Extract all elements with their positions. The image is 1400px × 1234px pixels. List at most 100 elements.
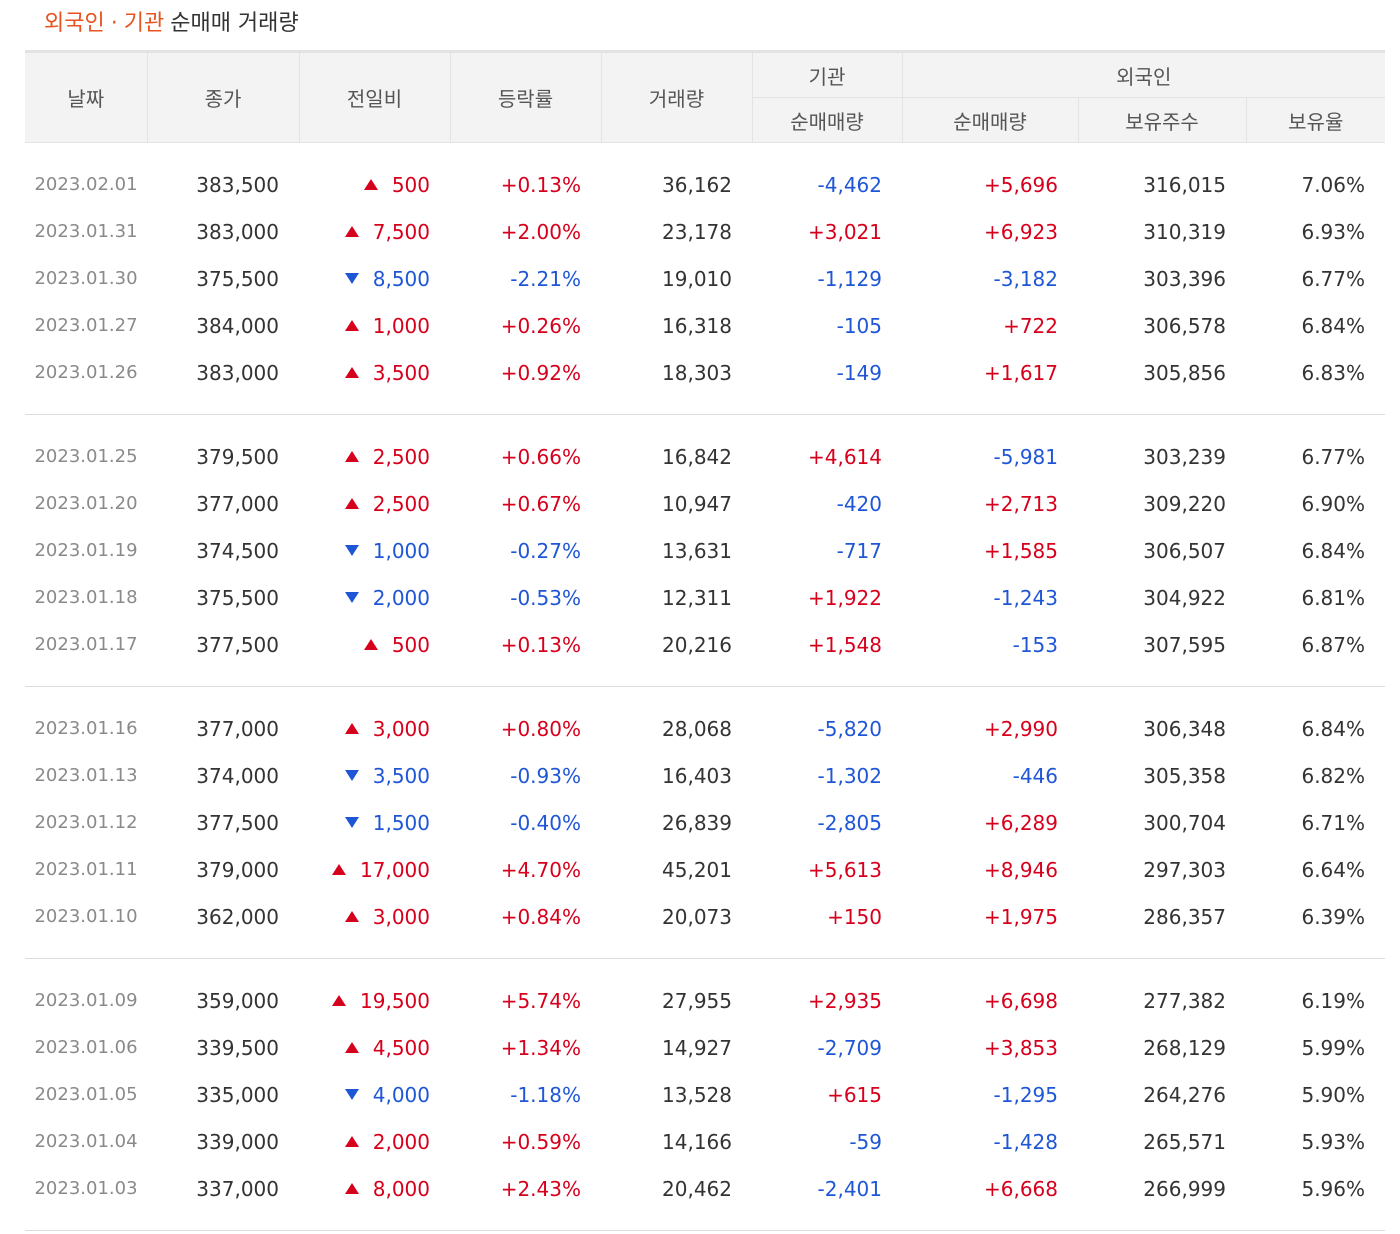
cell-holdings: 300,704	[1143, 810, 1226, 835]
cell-rate: +0.92%	[450, 349, 601, 415]
cell-change: 2,500	[299, 480, 450, 527]
cell-holdings: 309,220	[1143, 491, 1226, 516]
cell-volume: 13,631	[662, 538, 732, 563]
cell-date: 2023.01.03	[25, 1165, 147, 1231]
cell-date: 2023.01.13	[34, 765, 138, 786]
cell-volume: 20,073	[601, 893, 752, 959]
cell-rate: +0.84%	[450, 893, 601, 959]
cell-holding-rate: 6.84%	[1301, 716, 1366, 741]
table-row: 2023.01.27 384,000 1,000 +0.26% 16,318 -105 +7…	[25, 302, 1385, 349]
triangle-down-icon	[344, 544, 359, 556]
change-value: 8,500	[372, 266, 430, 291]
cell-inst-net: -717	[836, 538, 882, 563]
table-body: 2023.02.01 383,500 500 +0.13% 36,162 -4,462 +5…	[25, 143, 1386, 1231]
cell-holding-rate: 5.93%	[1301, 1129, 1366, 1154]
cell-rate: -0.40%	[510, 810, 581, 835]
cell-foreign-net: +5,696	[983, 172, 1058, 197]
cell-holding-rate: 6.77%	[1301, 444, 1366, 469]
cell-date: 2023.01.11	[34, 859, 138, 880]
cell-rate: +0.26%	[500, 313, 581, 338]
cell-volume: 16,318	[662, 313, 732, 338]
cell-change: 2,500	[299, 415, 450, 481]
cell-holdings: 268,129	[1143, 1035, 1226, 1060]
cell-rate: -0.93%	[510, 763, 581, 788]
cell-holding-rate: 6.87%	[1246, 621, 1386, 687]
cell-foreign-net: +6,289	[983, 810, 1058, 835]
cell-holding-rate: 5.96%	[1246, 1165, 1386, 1231]
cell-holding-rate: 6.19%	[1301, 988, 1366, 1013]
triangle-up-icon	[344, 1182, 359, 1194]
cell-holdings: 286,357	[1078, 893, 1246, 959]
cell-date: 2023.01.12	[34, 812, 138, 833]
cell-inst-net: -420	[836, 491, 882, 516]
cell-holdings: 303,396	[1143, 266, 1226, 291]
cell-change: 1,500	[299, 799, 450, 846]
cell-holding-rate: 6.64%	[1301, 857, 1366, 882]
cell-change: 3,500	[299, 349, 450, 415]
cell-rate: +0.80%	[500, 716, 581, 741]
cell-close: 359,000	[196, 988, 279, 1013]
cell-rate: +1.34%	[500, 1035, 581, 1060]
header-date: 날짜	[25, 50, 148, 143]
table-row: 2023.01.31 383,000 7,500 +2.00% 23,178 +3,021…	[25, 208, 1385, 255]
cell-holding-rate: 6.83%	[1246, 349, 1386, 415]
cell-holdings: 264,276	[1143, 1082, 1226, 1107]
change-value: 500	[391, 172, 430, 197]
cell-rate: +2.00%	[500, 219, 581, 244]
triangle-up-icon	[363, 638, 378, 650]
cell-inst-net: -1,302	[817, 763, 882, 788]
triangle-up-icon	[332, 994, 347, 1006]
change-value: 500	[391, 632, 430, 657]
cell-volume: 45,201	[662, 857, 732, 882]
change-value: 1,500	[372, 810, 430, 835]
header-institution: 기관	[752, 50, 903, 98]
cell-date: 2023.01.31	[34, 221, 138, 242]
cell-rate: +0.67%	[500, 491, 581, 516]
change-value: 3,500	[372, 763, 430, 788]
cell-foreign-net: -153	[902, 621, 1078, 687]
cell-holdings: 297,303	[1143, 857, 1226, 882]
triangle-up-icon	[344, 1041, 359, 1053]
cell-date: 2023.01.19	[34, 540, 138, 561]
cell-change: 8,500	[299, 255, 450, 302]
change-value: 4,000	[372, 1082, 430, 1107]
cell-change: 19,500	[299, 959, 450, 1025]
cell-inst-net: +1,548	[752, 621, 902, 687]
cell-foreign-net: -1,428	[993, 1129, 1058, 1154]
table-row: 2023.01.13 374,000 3,500 -0.93% 16,403 -1,302…	[25, 752, 1385, 799]
table-row: 2023.01.17 377,500 500 +0.13% 20,216 +1,548 -1…	[25, 621, 1386, 687]
cell-rate: +2.43%	[450, 1165, 601, 1231]
cell-close: 379,000	[196, 857, 279, 882]
table-row: 2023.01.16 377,000 3,000 +0.80% 28,068 -5,820…	[25, 687, 1385, 753]
cell-close: 362,000	[147, 893, 299, 959]
cell-volume: 27,955	[662, 988, 732, 1013]
cell-change: 2,000	[299, 1118, 450, 1165]
cell-inst-net: -2,805	[817, 810, 882, 835]
cell-inst-net: +2,935	[807, 988, 882, 1013]
cell-rate: -1.18%	[510, 1082, 581, 1107]
cell-volume: 16,403	[662, 763, 732, 788]
cell-foreign-net: +6,668	[902, 1165, 1078, 1231]
section-title: 외국인 · 기관 순매매 거래량	[44, 8, 299, 40]
change-value: 19,500	[360, 988, 430, 1013]
cell-close: 383,000	[147, 349, 299, 415]
table-row: 2023.01.06 339,500 4,500 +1.34% 14,927 -2,709…	[25, 1024, 1385, 1071]
cell-foreign-net: +8,946	[983, 857, 1058, 882]
cell-date: 2023.01.06	[34, 1037, 138, 1058]
triangle-down-icon	[344, 769, 359, 781]
triangle-up-icon	[344, 1135, 359, 1147]
cell-change: 8,000	[299, 1165, 450, 1231]
table-row: 2023.01.12 377,500 1,500 -0.40% 26,839 -2,805…	[25, 799, 1385, 846]
cell-close: 375,500	[196, 266, 279, 291]
header-foreign: 외국인	[902, 50, 1386, 98]
cell-volume: 20,216	[601, 621, 752, 687]
header-volume: 거래량	[601, 50, 753, 143]
cell-volume: 10,947	[662, 491, 732, 516]
header-change: 전일비	[299, 50, 451, 143]
triangle-up-icon	[344, 225, 359, 237]
cell-inst-net: -105	[836, 313, 882, 338]
cell-date: 2023.02.01	[34, 174, 138, 195]
table-row: 2023.01.05 335,000 4,000 -1.18% 13,528 +615 -1…	[25, 1071, 1385, 1118]
cell-foreign-net: +6,698	[983, 988, 1058, 1013]
table-row: 2023.01.20 377,000 2,500 +0.67% 10,947 -420 +2…	[25, 480, 1385, 527]
